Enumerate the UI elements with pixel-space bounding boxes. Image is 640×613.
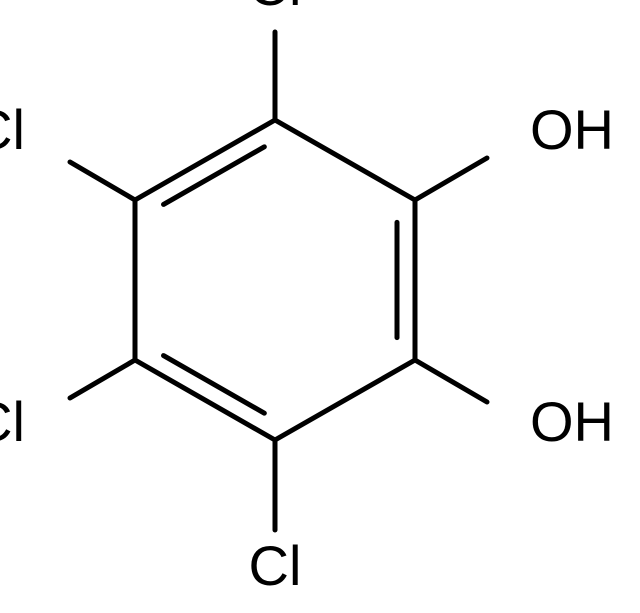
molecule-diagram: OH OH Cl Cl Cl Cl xyxy=(0,0,640,613)
bond xyxy=(415,360,487,402)
bond xyxy=(70,360,135,398)
bond xyxy=(415,158,487,200)
bond xyxy=(135,360,275,440)
atom-label: Cl xyxy=(249,0,302,17)
atom-label: Cl xyxy=(249,534,302,597)
atom-label: Cl xyxy=(0,390,25,453)
atom-label: OH xyxy=(530,390,614,453)
bond xyxy=(275,360,415,440)
bond xyxy=(70,162,135,200)
atom-label: OH xyxy=(530,98,614,161)
bond xyxy=(135,120,275,200)
atom-label: Cl xyxy=(0,98,25,161)
bond xyxy=(275,120,415,200)
